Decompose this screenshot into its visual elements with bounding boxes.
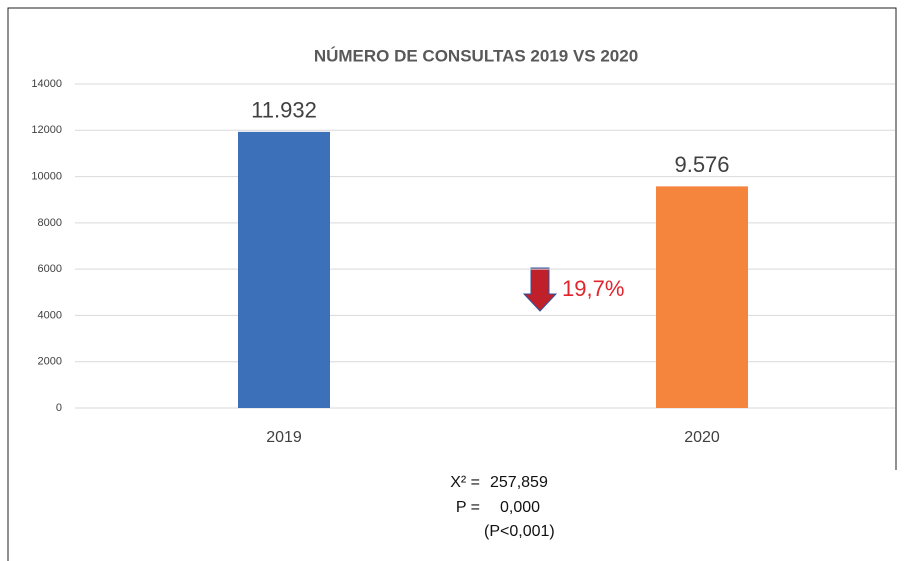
stat-label: X² = [450, 474, 480, 491]
y-tick-label: 8000 [38, 217, 62, 229]
y-tick-label: 2000 [38, 356, 62, 368]
x-tick-label: 2020 [684, 429, 720, 446]
bar [238, 131, 330, 408]
y-tick-label: 12000 [31, 124, 62, 136]
bar [656, 186, 748, 408]
annotation: 19,7% [562, 276, 624, 301]
y-tick-label: 10000 [31, 170, 62, 182]
y-tick-label: 6000 [38, 263, 62, 275]
stat-value: 0,000 [500, 499, 540, 516]
stat-note: (P<0,001) [484, 523, 555, 540]
y-tick-label: 14000 [31, 78, 62, 90]
down-arrow [522, 267, 558, 312]
value-label: 9.576 [674, 152, 729, 177]
y-tick-label: 0 [56, 402, 62, 414]
stat-label: P = [456, 499, 480, 516]
value-label: 11.932 [251, 98, 317, 123]
y-tick-label: 4000 [38, 309, 62, 321]
x-tick-label: 2019 [266, 429, 302, 446]
chart-title: NÚMERO DE CONSULTAS 2019 VS 2020 [314, 46, 638, 65]
frame [7, 7, 897, 561]
stat-value: 257,859 [490, 474, 548, 491]
